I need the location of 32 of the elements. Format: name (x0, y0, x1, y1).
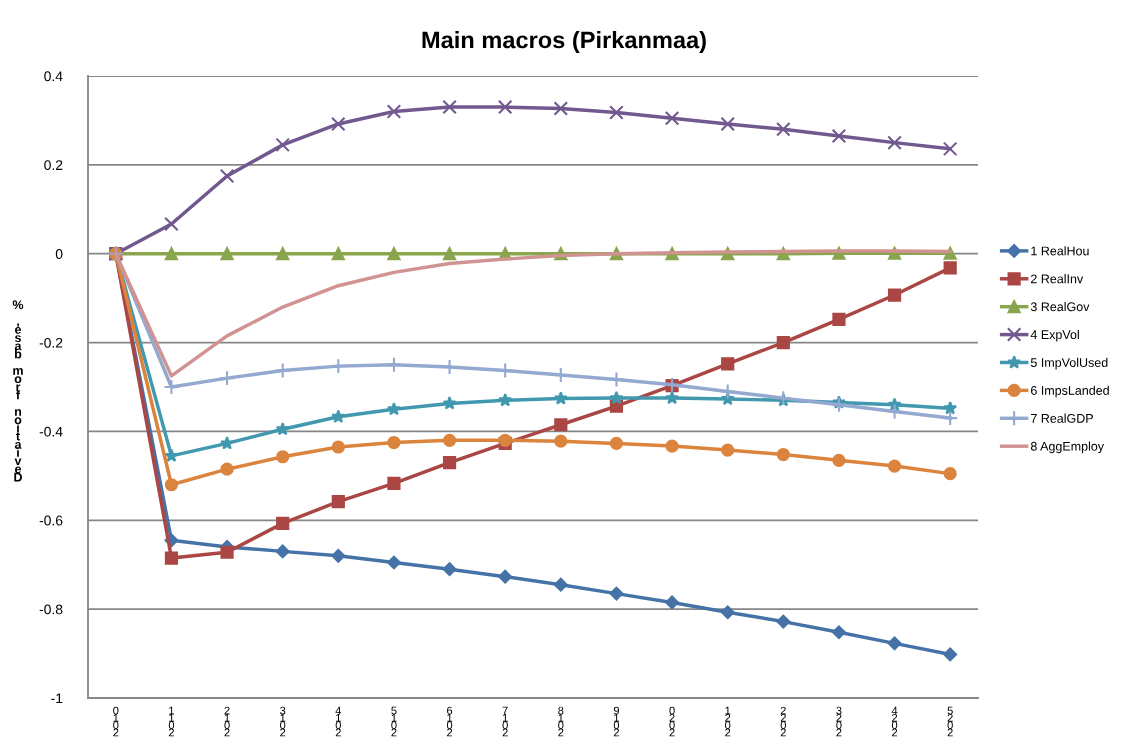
legend-label: 4 ExpVol (1030, 329, 1079, 342)
x-tick-label: 4102 (335, 706, 342, 737)
y-tick-label: 0.2 (44, 160, 63, 171)
x-tick-label: 5202 (947, 706, 953, 737)
x-tick-label: 9102 (613, 706, 620, 737)
x-tick-label: 3202 (836, 706, 842, 737)
legend-label: 2 RealInv (1031, 274, 1084, 284)
legend-label: 7 RealGDP (1031, 413, 1093, 423)
legend-label: 1 RealHou (1031, 246, 1089, 256)
chart-title: Main macros (Pirkanmaa) (422, 31, 706, 53)
x-tick-label: 5102 (391, 706, 397, 737)
legend-label: 8 AggEmploy (1030, 441, 1105, 454)
x-tick-label: 0102 (113, 706, 119, 737)
legend-label: 6 ImpsLanded (1031, 385, 1109, 398)
x-tick-label: 0202 (669, 706, 675, 737)
x-tick-label: 2202 (780, 706, 786, 737)
legend-label: 5 ImpVolUsed (1030, 357, 1108, 370)
y-tick-label: 0 (55, 249, 63, 259)
y-tick-label: -1 (51, 693, 63, 704)
y-tick-label: -0.2 (39, 337, 63, 348)
x-tick-label: 7102 (502, 706, 508, 737)
legend-label: 3 RealGov (1030, 302, 1090, 312)
x-tick-label: 1202 (725, 706, 731, 737)
x-tick-label: 2102 (224, 706, 230, 737)
y-tick-label: -0.6 (39, 515, 63, 526)
x-tick-label: 3102 (280, 706, 286, 737)
y-tick-label: -0.8 (39, 604, 63, 615)
x-tick-label: 8102 (558, 706, 564, 737)
x-tick-label: 4202 (891, 706, 898, 737)
x-tick-label: 6102 (446, 706, 453, 737)
y-tick-label: -0.4 (39, 426, 63, 437)
y-tick-label: 0.4 (44, 71, 63, 82)
